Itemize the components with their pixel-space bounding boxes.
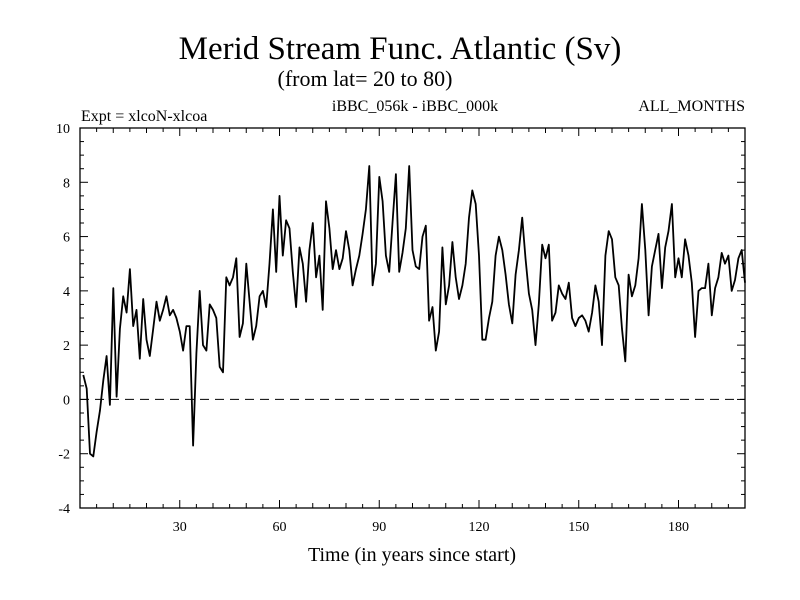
- x-tick-label: 150: [568, 520, 589, 535]
- x-tick-label: 120: [469, 520, 490, 535]
- plot-area: 30 60 90 120 150 180 -4 -2 0 2 4 6 8 10: [56, 122, 746, 535]
- y-tick-label: 2: [63, 339, 70, 354]
- x-tick-label: 180: [668, 520, 689, 535]
- months-label: ALL_MONTHS: [638, 98, 745, 115]
- x-tick-label: 30: [173, 520, 187, 535]
- y-tick-label: -2: [58, 448, 70, 463]
- comparison-label: iBBC_056k - iBBC_000k: [332, 98, 498, 115]
- y-tick-label: -4: [58, 502, 70, 517]
- x-axis-label: Time (in years since start): [308, 544, 516, 566]
- expt-label: Expt = xlcoN-xlcoa: [81, 108, 207, 125]
- chart-subtitle: (from lat= 20 to 80): [278, 66, 453, 91]
- series-line: [82, 165, 746, 458]
- y-tick-label: 8: [63, 176, 70, 191]
- y-tick-label: 10: [56, 122, 70, 137]
- y-tick-label: 6: [63, 231, 70, 246]
- y-tick-label: 0: [63, 393, 70, 408]
- x-tick-label: 90: [372, 520, 386, 535]
- chart-title: Merid Stream Func. Atlantic (Sv): [179, 31, 622, 67]
- plot-frame: [79, 127, 746, 509]
- y-tick-label: 4: [63, 285, 70, 300]
- x-tick-label: 60: [273, 520, 287, 535]
